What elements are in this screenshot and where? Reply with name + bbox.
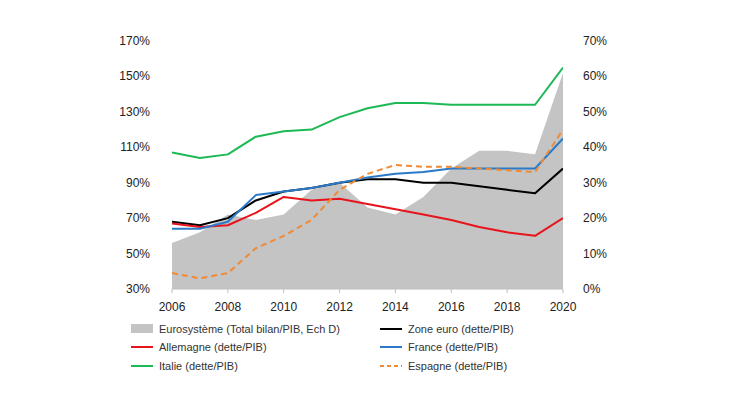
- y2-tick-label: 70%: [583, 34, 607, 48]
- x-tick: [227, 289, 228, 293]
- x-tick-label: 2012: [326, 300, 353, 314]
- y-tick-label: 110%: [120, 140, 150, 154]
- y2-tick-label: 30%: [583, 176, 607, 190]
- x-tick-label: 2018: [494, 300, 521, 314]
- legend-swatch: [131, 365, 153, 367]
- legend-label: Zone euro (dette/PIB): [408, 323, 514, 335]
- x-tick-label: 2008: [215, 300, 242, 314]
- legend-label: Italie (dette/PIB): [159, 360, 238, 372]
- y2-tick-label: 40%: [583, 140, 607, 154]
- legend-label: Eurosystème (Total bilan/PIB, Ech D): [159, 323, 340, 335]
- y-tick-label: 170%: [119, 34, 150, 48]
- line: [172, 68, 563, 158]
- y-tick-label: 50%: [126, 247, 150, 261]
- legend-label: France (dette/PIB): [408, 341, 498, 353]
- legend-label: Espagne (dette/PIB): [408, 360, 507, 372]
- x-tick-label: 2006: [159, 300, 186, 314]
- x-tick: [395, 289, 396, 293]
- chart: 2006 2008 2010 2012 2014 2016 2018 2020 30% 50% 70…: [0, 0, 730, 410]
- legend-swatch: [380, 328, 402, 330]
- legend-swatch: [380, 365, 402, 367]
- x-tick: [451, 289, 452, 293]
- y2-tick-label: 0%: [583, 282, 601, 296]
- x-tick: [172, 289, 173, 293]
- legend-label: Allemagne (dette/PIB): [159, 341, 267, 353]
- legend-swatch: [131, 324, 153, 333]
- y2-tick-label: 10%: [583, 247, 607, 261]
- x-tick: [283, 289, 284, 293]
- x-tick: [507, 289, 508, 293]
- y-tick-label: 90%: [126, 176, 150, 190]
- plot-area: [172, 68, 563, 289]
- line: [172, 197, 563, 236]
- x-tick-label: 2020: [550, 300, 577, 314]
- y-tick-label: 30%: [126, 282, 150, 296]
- y-tick-label: 150%: [119, 69, 150, 83]
- x-tick-label: 2014: [382, 300, 409, 314]
- y-tick-label: 130%: [119, 105, 150, 119]
- x-tick-label: 2010: [270, 300, 297, 314]
- x-tick: [339, 289, 340, 293]
- y2-tick-label: 60%: [583, 69, 607, 83]
- x-tick: [563, 289, 564, 293]
- x-axis-line: [172, 289, 563, 290]
- x-tick-label: 2016: [438, 300, 465, 314]
- y2-tick-label: 20%: [583, 211, 607, 225]
- legend-swatch: [380, 346, 402, 348]
- y2-tick-label: 50%: [583, 105, 607, 119]
- y-tick-label: 70%: [126, 211, 150, 225]
- legend-swatch: [131, 346, 153, 348]
- legend: Eurosystème (Total bilan/PIB, Ech D) Zone…: [131, 323, 514, 372]
- line: [172, 130, 563, 279]
